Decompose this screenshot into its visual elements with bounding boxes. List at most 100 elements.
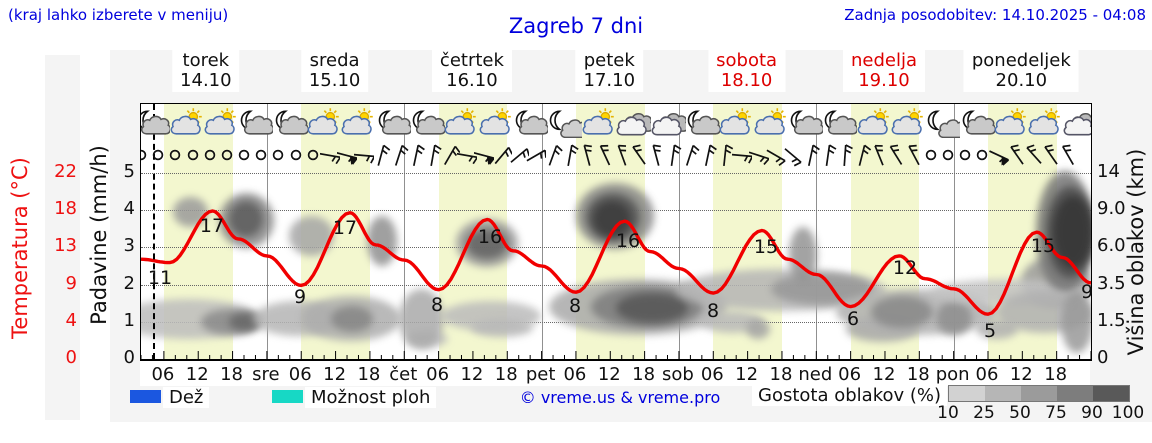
x-tick-label: 12 <box>323 364 347 385</box>
density-cell <box>1021 386 1057 401</box>
weather-icon-sun-cloud <box>890 108 926 138</box>
x-tick-label: 12 <box>460 364 484 385</box>
weather-icon-sun-cloud <box>306 108 342 138</box>
wind-calm-icon <box>183 140 203 170</box>
wind-barb-icon <box>1024 140 1044 170</box>
x-tick-label: 18 <box>906 364 930 385</box>
x-tick-label: 12 <box>185 364 209 385</box>
showers-legend-label: Možnost ploh <box>305 387 437 408</box>
rain-legend-swatch <box>130 390 161 403</box>
weather-icon-sun-cloud <box>993 108 1029 138</box>
wind-barb-icon <box>1041 140 1061 170</box>
density-cell <box>949 386 985 401</box>
temp-tick-label: 22 <box>54 161 77 182</box>
weather-icon-moon-cloud <box>512 108 550 138</box>
weather-icon-sun-cloud <box>443 108 479 138</box>
temp-value-label: 8 <box>568 295 582 317</box>
horizontal-gridline <box>141 173 1091 174</box>
copyright-link[interactable]: © vreme.us & vreme.pro <box>519 388 721 407</box>
day-name: ponedeljek <box>971 50 1071 71</box>
day-name: sreda <box>309 50 360 71</box>
weather-icon-clouds <box>1062 108 1091 138</box>
wind-barb-icon <box>577 140 597 170</box>
page-title: Zagreb 7 dni <box>508 14 644 38</box>
wind-calm-icon <box>141 140 151 170</box>
day-name: torek <box>182 50 230 71</box>
density-tick-label: 90 <box>1081 403 1103 423</box>
wind-barb-icon <box>1007 140 1027 170</box>
density-tick-label: 75 <box>1045 403 1067 423</box>
weather-icon-sun-cloud <box>718 108 754 138</box>
weather-icon-sun-cloud <box>1027 108 1063 138</box>
cloud-height-tick-label: 6.0 <box>1097 235 1126 257</box>
wind-barb-icon <box>989 140 1010 170</box>
temp-tick-label: 18 <box>54 198 77 220</box>
wind-barb-icon <box>748 140 770 170</box>
weather-icon-moon <box>924 108 969 139</box>
wind-calm-icon <box>217 140 237 170</box>
wind-calm-icon <box>148 140 168 170</box>
cloud-height-tick-label: 0 <box>1097 347 1109 368</box>
x-tick-label: pet <box>525 364 556 385</box>
density-tick-label: 10 <box>937 403 959 423</box>
cloud-blob <box>936 301 972 335</box>
x-tick-label: 18 <box>769 364 793 385</box>
wind-calm-icon <box>234 140 254 170</box>
temp-value-label: 5 <box>983 320 997 342</box>
wind-barb-icon <box>869 140 889 170</box>
x-tick-label: 18 <box>632 364 656 385</box>
cloud-density-scale <box>948 385 1130 402</box>
x-tick-label: 06 <box>563 364 587 385</box>
day-label-nedelja: nedelja 19.10 <box>842 50 925 92</box>
cloud-blob <box>616 293 688 323</box>
midnight-gridline <box>404 104 406 359</box>
density-cell <box>1057 386 1093 401</box>
weather-icon-moon-cloud <box>141 108 172 138</box>
wind-barb-icon <box>886 140 906 170</box>
weather-icon-moon-cloud <box>375 108 412 138</box>
weather-icon-sun-cloud <box>340 108 376 138</box>
wind-barb-icon <box>783 140 803 170</box>
wind-barb-icon <box>646 140 666 170</box>
menu-hint-text: (kraj lahko izberete v meniju) <box>8 6 229 24</box>
wind-barb-icon <box>595 140 615 170</box>
wind-calm-icon <box>286 140 306 170</box>
midnight-gridline <box>678 104 680 359</box>
precip-tick-label: 5 <box>123 161 135 182</box>
wind-barb-icon <box>560 140 580 170</box>
wind-barb-icon <box>456 140 479 170</box>
cloud-blob <box>399 289 444 349</box>
wind-barb-icon <box>612 140 632 170</box>
wind-barb-icon <box>731 140 754 170</box>
left-axis-strip <box>45 55 80 420</box>
day-label-ponedeljek: ponedeljek 20.10 <box>963 50 1079 92</box>
wind-barb-icon <box>336 140 358 170</box>
x-tick-label: čet <box>389 364 418 385</box>
wind-barb-icon <box>663 140 683 170</box>
x-tick-label: 18 <box>494 364 518 385</box>
density-cell <box>1093 386 1129 401</box>
wind-barb-icon <box>852 140 872 170</box>
wind-barb-icon <box>406 140 426 170</box>
midnight-gridline <box>953 104 955 359</box>
day-date: 16.10 <box>446 70 498 91</box>
weather-icon-moon-cloud <box>684 108 721 138</box>
temp-value-label: 6 <box>846 308 860 330</box>
x-tick-label: pon <box>935 364 970 385</box>
last-update-text: Zadnja posodobitev: 14.10.2025 - 04:08 <box>844 6 1146 24</box>
temp-value-label: 9 <box>293 286 307 308</box>
temp-value-label: 9 <box>1080 281 1094 303</box>
x-tick-label: 12 <box>872 364 896 385</box>
cloud-height-tick-label: 14 <box>1097 161 1120 182</box>
wind-barb-icon <box>801 140 821 170</box>
x-tick-label: 06 <box>426 364 450 385</box>
wind-barb-icon <box>389 140 409 170</box>
day-date: 20.10 <box>995 70 1048 91</box>
precip-tick-label: 0 <box>123 347 135 368</box>
temp-value-label: 16 <box>615 230 641 252</box>
wind-barb-icon <box>835 140 855 170</box>
wind-barb-icon <box>698 140 718 170</box>
day-name: četrtek <box>439 50 504 71</box>
x-axis-label-strip <box>140 361 1090 386</box>
day-label-sobota: sobota 18.10 <box>708 50 786 92</box>
